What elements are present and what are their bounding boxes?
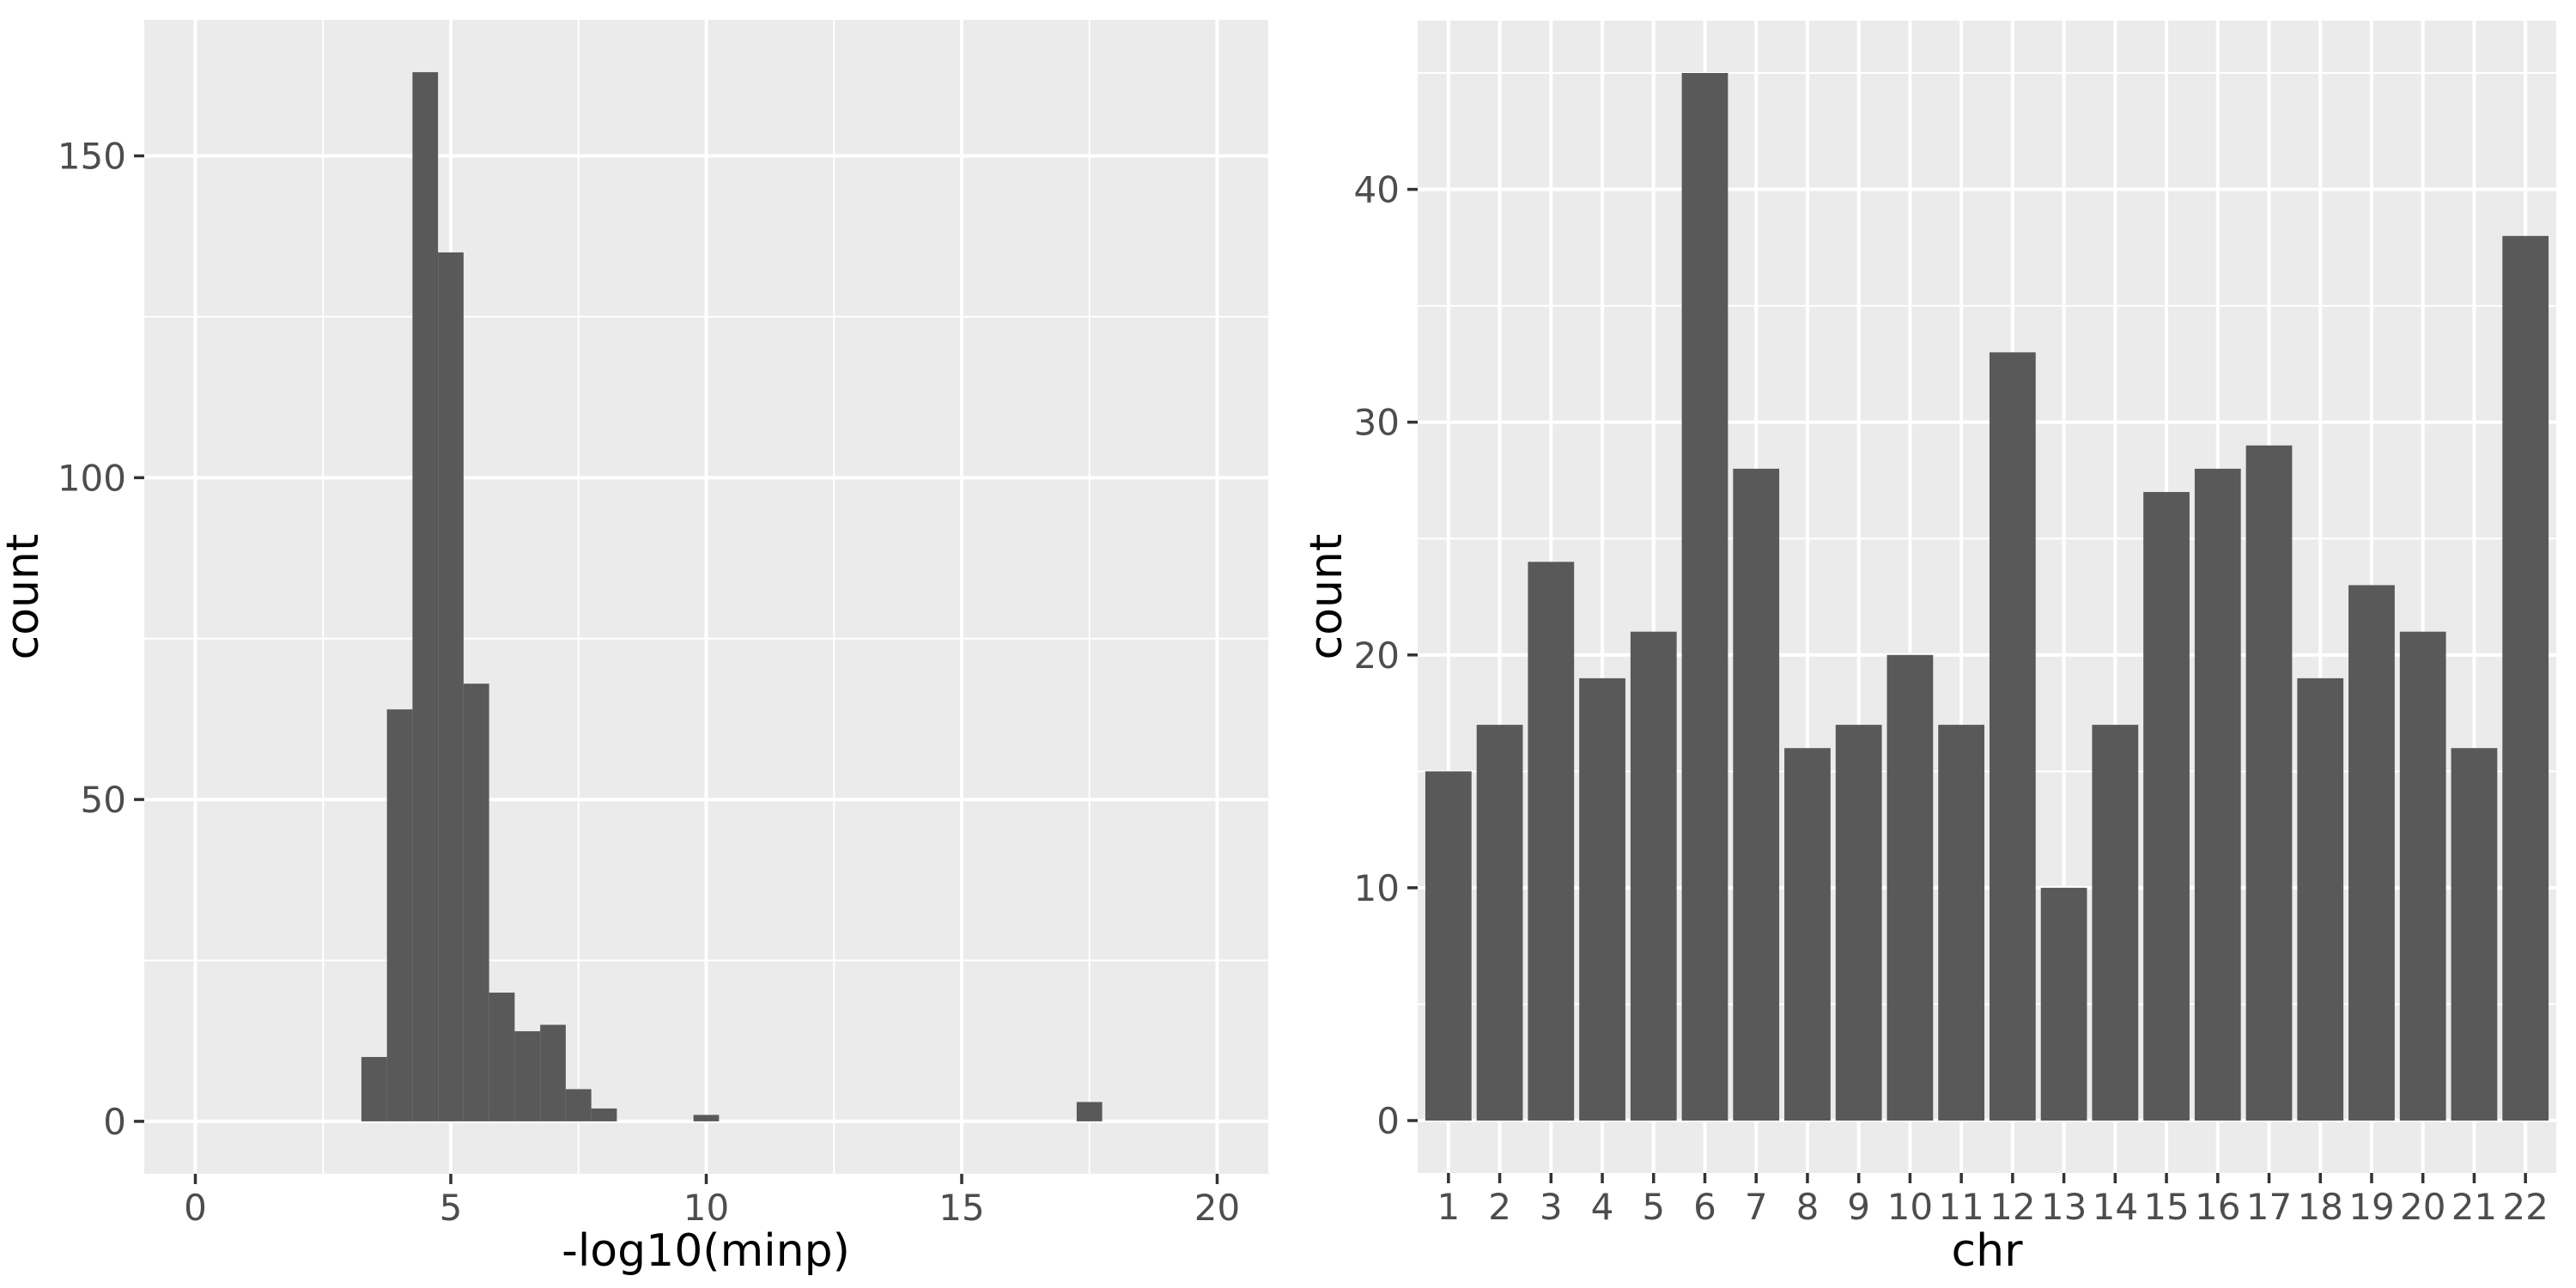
histogram-bar	[693, 1115, 720, 1121]
barchart-chr-layer: 1 2 3 4 5 6 7 8 9 10 11 12 13 14 15 16 17 18 19 20 21 2201020…	[1354, 21, 2556, 1228]
bar-chr-20	[2399, 631, 2446, 1121]
histogram-minp-layer: 0 5 10 15 20 0 50 100 150	[58, 20, 1268, 1229]
bar-chr-4	[1579, 677, 1625, 1121]
bar-chr-12	[1989, 352, 2036, 1121]
barchart-chr-figure: 1 2 3 4 5 6 7 8 9 10 11 12 13 14 15 16 17 18 19 20 21 22 0 10 20…	[1288, 0, 2576, 1288]
x-tick-label: 5	[1642, 1186, 1665, 1228]
bar-chr-3	[1528, 562, 1575, 1121]
histogram-bar	[1076, 1102, 1103, 1121]
y-tick-label: 10	[1354, 867, 1400, 909]
x-tick-label: 10	[1887, 1186, 1933, 1228]
histogram-bar	[386, 709, 413, 1121]
x-tick-label: 0	[184, 1187, 207, 1229]
x-tick-label: 12	[1990, 1186, 2035, 1228]
bar-chr-2	[1476, 725, 1523, 1121]
y-tick-label: 20	[1354, 635, 1400, 677]
x-tick-label: 22	[2502, 1186, 2548, 1228]
bar-chr-14	[2092, 725, 2139, 1121]
x-tick-label: 19	[2348, 1186, 2394, 1228]
x-tick-label: 4	[1591, 1186, 1614, 1228]
bar-chr-22	[2502, 235, 2549, 1121]
x-tick-label: 10	[683, 1187, 729, 1229]
y-tick-label: 0	[103, 1101, 126, 1143]
x-tick-label: 14	[2093, 1186, 2138, 1228]
x-tick-label: 8	[1796, 1186, 1820, 1228]
x-tick-label: 17	[2246, 1186, 2292, 1228]
x-tick-label: 20	[2400, 1186, 2445, 1228]
bar-chr-8	[1784, 748, 1831, 1121]
histogram-bar	[361, 1056, 387, 1121]
histogram-bar	[489, 992, 515, 1121]
bar-chr-6	[1681, 73, 1728, 1121]
bar-chr-16	[2194, 468, 2241, 1121]
x-tick-label: 13	[2041, 1186, 2087, 1228]
y-axis-title: count	[1301, 534, 1352, 660]
bar-chr-10	[1886, 654, 1934, 1121]
x-axis-title: chr	[1952, 1225, 2024, 1277]
x-tick-label: 5	[440, 1187, 463, 1229]
y-tick-label: 100	[58, 457, 126, 499]
histogram-bar	[463, 683, 489, 1121]
y-axis-title: count	[0, 534, 49, 660]
bar-chr-5	[1630, 631, 1677, 1121]
histogram-bar	[565, 1089, 592, 1121]
histogram-bar	[591, 1108, 617, 1121]
bar-chr-18	[2297, 677, 2344, 1121]
x-tick-label: 7	[1745, 1186, 1768, 1228]
x-axis-title: -log10(minp)	[562, 1225, 850, 1277]
x-tick-label: 2	[1488, 1186, 1511, 1228]
histogram-minp-figure: 0 5 10 15 20 0 50 100 150 -log10(minp) count	[0, 20, 1268, 1277]
y-tick-label: 0	[1376, 1100, 1400, 1142]
histogram-bar	[438, 252, 464, 1121]
x-tick-label: 18	[2298, 1186, 2343, 1228]
bar-chr-15	[2143, 492, 2190, 1121]
x-tick-label: 21	[2451, 1186, 2497, 1228]
y-tick-label: 50	[81, 779, 126, 821]
bar-chr-19	[2348, 585, 2395, 1121]
x-tick-label: 6	[1693, 1186, 1716, 1228]
bar-chr-7	[1733, 468, 1780, 1121]
x-tick-label: 1	[1437, 1186, 1460, 1228]
y-tick-label: 150	[58, 136, 126, 178]
histogram-bar	[412, 72, 439, 1121]
bar-chr-13	[2040, 887, 2087, 1121]
x-tick-label: 15	[939, 1187, 984, 1229]
bar-chr-9	[1835, 725, 1882, 1121]
histogram-minp-plot: 0 5 10 15 20 0 50 100 150 -log10(minp) count	[0, 20, 1268, 1277]
histogram-bar	[540, 1024, 566, 1121]
bar-chr-21	[2451, 748, 2498, 1121]
bar-chr-17	[2245, 445, 2293, 1121]
y-tick-label: 40	[1354, 169, 1400, 211]
x-tick-label: 9	[1847, 1186, 1870, 1228]
bar-chr-11	[1938, 725, 1985, 1121]
histogram-bar	[514, 1030, 541, 1121]
y-tick-label: 30	[1354, 402, 1400, 444]
x-tick-label: 15	[2143, 1186, 2189, 1228]
bar-chr-1	[1425, 771, 1472, 1121]
x-tick-label: 11	[1938, 1186, 1984, 1228]
x-tick-label: 3	[1540, 1186, 1563, 1228]
x-tick-label: 20	[1194, 1187, 1240, 1229]
barchart-chr-plot: 1 2 3 4 5 6 7 8 9 10 11 12 13 14 15 16 17 18 19 20 21 2201020…	[1301, 21, 2556, 1277]
x-tick-label: 16	[2195, 1186, 2240, 1228]
